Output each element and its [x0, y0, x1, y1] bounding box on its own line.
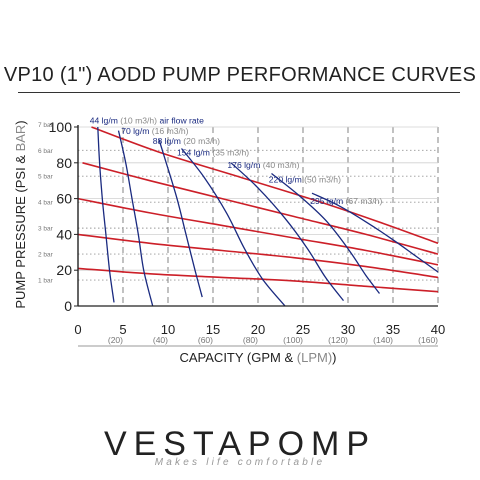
air-flow-label-secondary: (20 m3/h): [183, 136, 220, 146]
air-flow-label-1: 70 lg/m (16 m3/h): [121, 126, 188, 136]
air-flow-line-2: [158, 139, 203, 298]
x-tick-label: 25: [296, 322, 310, 337]
air-flow-label-5: 220 lg/m (50 m3/h): [269, 174, 341, 184]
air-flow-label-main: 88 lg/m: [153, 136, 184, 146]
air-flow-label-extra: air flow rate: [159, 115, 204, 125]
air-flow-label-main: 220 lg/m: [269, 174, 304, 184]
y-axis-label-secondary: BAR: [13, 125, 28, 152]
air-pressure-line-3: [77, 233, 439, 279]
x-lpm-label: (100): [283, 335, 303, 345]
y-bar-label: 7 bar: [38, 122, 54, 129]
air-flow-label-3: 154 lg/m (35 m3/h): [177, 148, 249, 158]
air-flow-lines: [97, 126, 439, 307]
x-lpm-label: (160): [418, 335, 438, 345]
air-flow-label-main: 70 lg/m: [121, 126, 152, 136]
air-pressure-line-4: [77, 267, 439, 293]
y-axis-label: PUMP PRESSURE (PSI & BAR): [13, 120, 28, 308]
x-tick-label: 40: [431, 322, 445, 337]
brand-logo: VESTAPOMP: [103, 425, 377, 463]
air-pressure-line-0: [91, 126, 439, 245]
air-flow-label-6: 295 lg/m (67 m3/h): [310, 196, 382, 206]
brand-tagline: Makes life comfortable: [154, 457, 326, 468]
title-divider: [18, 92, 460, 93]
y-tick-label: 60: [56, 191, 72, 207]
air-flow-line-3: [180, 148, 286, 307]
x-tick-label: 30: [341, 322, 355, 337]
air-flow-label-secondary: (40 m3/h): [263, 160, 300, 170]
page-title: VP10 (1") AODD PUMP PERFORMANCE CURVES: [3, 64, 477, 86]
x-lpm-label: (80): [243, 335, 258, 345]
air-flow-line-5: [271, 172, 381, 294]
y-tick-label: 40: [56, 226, 72, 242]
y-bar-label: 2 bar: [38, 252, 54, 259]
x-tick-label: 0: [74, 322, 81, 337]
y-bar-label: 4 bar: [38, 200, 54, 207]
x-tick-label: 20: [251, 322, 265, 337]
air-pressure-line-2: [77, 197, 439, 266]
x-axis-label-secondary: (LPM): [297, 350, 332, 365]
y-bar-label: 5 bar: [38, 174, 54, 181]
x-tick-label: 15: [206, 322, 220, 337]
air-pressure-lines: [77, 126, 439, 293]
chart-grid: [78, 126, 439, 306]
air-pressure-line-1: [82, 162, 439, 255]
x-tick-label: 10: [161, 322, 175, 337]
x-lpm-label: (60): [198, 335, 213, 345]
y-bar-label: 6 bar: [38, 148, 54, 155]
air-flow-label-main: 295 lg/m: [310, 196, 345, 206]
air-flow-label-secondary: (10 m3/h): [120, 115, 159, 125]
air-flow-line-1: [117, 130, 154, 307]
y-axis-label-close: ): [13, 120, 28, 124]
air-flow-label-0: 44 lg/m (10 m3/h) air flow rate: [90, 115, 204, 125]
y-tick-label: 100: [49, 119, 73, 135]
y-tick-label: 20: [56, 262, 72, 278]
y-axis-label-main: PUMP PRESSURE (PSI &: [13, 151, 28, 308]
x-tick-label: 35: [386, 322, 400, 337]
air-flow-label-secondary: (67 m3/h): [346, 196, 383, 206]
air-flow-label-main: 44 lg/m: [90, 115, 121, 125]
y-tick-label: 80: [56, 155, 72, 171]
x-lpm-label: (20): [108, 335, 123, 345]
x-lpm-label: (140): [373, 335, 393, 345]
x-tick-label: 5: [119, 322, 126, 337]
air-flow-line-6: [311, 192, 439, 273]
air-flow-label-secondary: (50 m3/h): [304, 174, 341, 184]
air-flow-label-secondary: (35 m3/h): [212, 148, 249, 158]
air-flow-label-main: 154 lg/m: [177, 148, 212, 158]
air-flow-line-0: [97, 126, 115, 303]
air-flow-label-4: 176 lg/m (40 m3/h): [227, 160, 299, 170]
x-axis-label-main: CAPACITY (GPM &: [180, 350, 297, 365]
x-lpm-label: (120): [328, 335, 348, 345]
air-flow-label-main: 176 lg/m: [227, 160, 262, 170]
air-flow-label-2: 88 lg/m (20 m3/h): [153, 136, 220, 146]
y-bar-label: 1 bar: [38, 278, 54, 285]
x-axis-label: CAPACITY (GPM & (LPM)): [180, 350, 337, 365]
x-axis-label-close: ): [332, 350, 336, 365]
y-tick-label: 0: [64, 298, 72, 314]
x-lpm-label: (40): [153, 335, 168, 345]
air-flow-line-4: [230, 162, 345, 302]
y-bar-label: 3 bar: [38, 226, 54, 233]
air-flow-label-secondary: (16 m3/h): [152, 126, 189, 136]
